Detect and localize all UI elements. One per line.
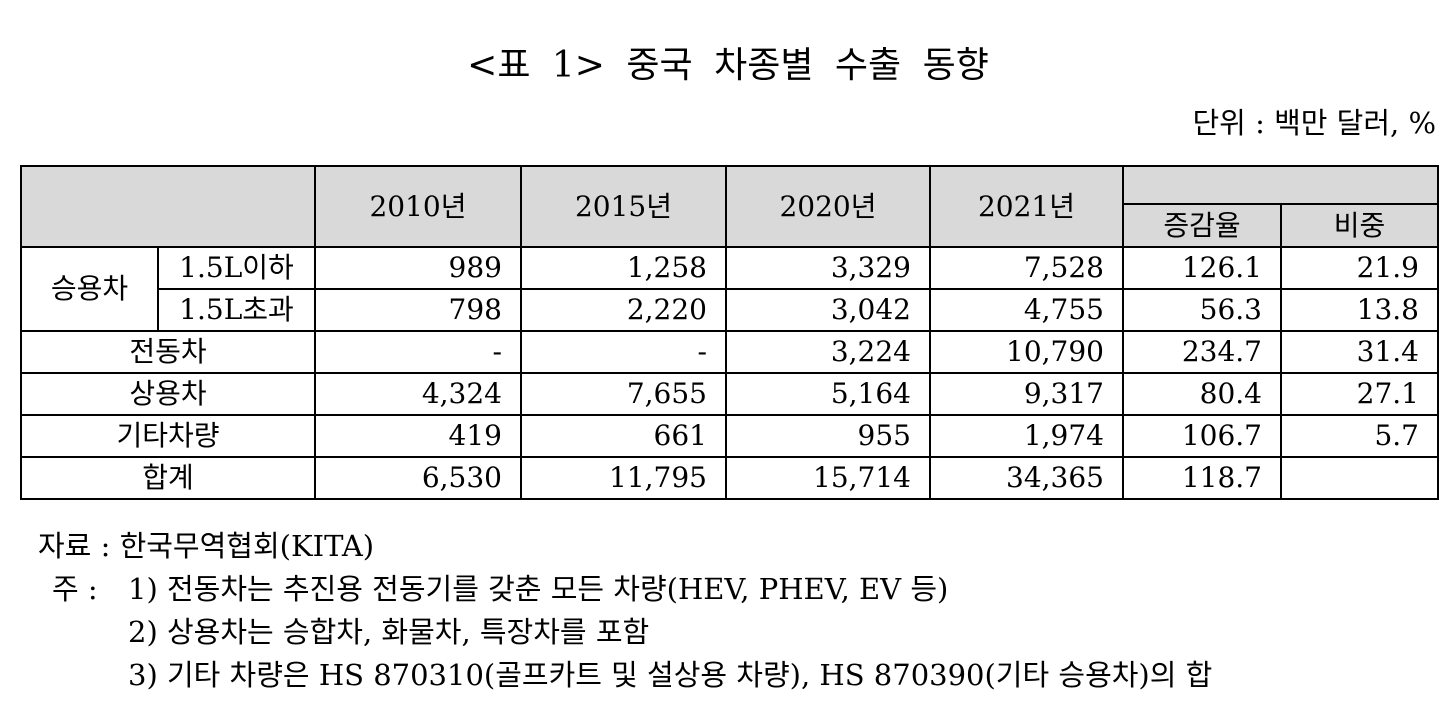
note-item: 3) 기타 차량은 HS 870310(골프카트 및 설상용 차량), HS 8…: [128, 658, 1213, 692]
table-row: 승용차 1.5L이하 989 1,258 3,329 7,528 126.1 21.9: [20, 246, 1439, 332]
table: 2010년 2015년 2020년 2021년 증감율 비중 승용차 1.5L이하…: [20, 165, 1439, 500]
header-cell: 비중: [1280, 203, 1439, 248]
cell: 106.7: [1122, 414, 1282, 458]
table-row: 상용차 4,324 7,655 5,164 9,317 80.4 27.1: [20, 372, 1439, 416]
header-cell: [1122, 165, 1439, 205]
cell: 1,974: [929, 414, 1124, 458]
cell: 955: [725, 414, 931, 458]
cell: 34,365: [929, 456, 1124, 500]
cell: [1280, 456, 1439, 500]
unit: 단위 : 백만 달러, %: [1192, 106, 1437, 140]
cell: 7,655: [520, 372, 727, 416]
cell: 4,324: [314, 372, 522, 416]
cell: 10,790: [929, 330, 1124, 374]
header-cell: 2020년: [725, 165, 931, 248]
row-label: 1.5L초과: [157, 288, 316, 332]
cell: 31.4: [1280, 330, 1439, 374]
note-item: 1) 전동차는 추진용 전동기를 갖춘 모든 차량(HEV, PHEV, EV …: [128, 572, 949, 606]
cell: 80.4: [1122, 372, 1282, 416]
cell: -: [314, 330, 522, 374]
cell: 7,528: [929, 246, 1124, 290]
row-label: 기타차량: [20, 414, 316, 458]
cell: 661: [520, 414, 727, 458]
header-cell: 증감율: [1122, 203, 1282, 248]
row-label: 1.5L이하: [157, 246, 316, 290]
header-cell: 2010년: [314, 165, 522, 248]
cell: 419: [314, 414, 522, 458]
cell: 234.7: [1122, 330, 1282, 374]
cell: 21.9: [1280, 246, 1439, 290]
cell: 9,317: [929, 372, 1124, 416]
cell: 118.7: [1122, 456, 1282, 500]
cell: 11,795: [520, 456, 727, 500]
table-row: 1.5L초과 798 2,220 3,042 4,755 56.3 13.8: [21, 288, 1439, 332]
header-cell: 2021년: [929, 165, 1124, 248]
cell: 6,530: [314, 456, 522, 500]
header-cell: 2015년: [520, 165, 727, 248]
cell: 15,714: [725, 456, 931, 500]
source: 자료 : 한국무역협회(KITA): [38, 529, 375, 563]
table-body: 2010년 2015년 2020년 2021년 증감율 비중 승용차 1.5L이하…: [20, 165, 1439, 500]
table-row: 기타차량 419 661 955 1,974 106.7 5.7: [20, 414, 1439, 458]
cell: 989: [314, 246, 522, 290]
note-item: 2) 상용차는 승합차, 화물차, 특장차를 포함: [128, 615, 650, 649]
header-cell: [20, 165, 316, 248]
cell: 56.3: [1122, 288, 1282, 332]
cell: 3,329: [725, 246, 931, 290]
cell: 13.8: [1280, 288, 1439, 332]
row-label: 전동차: [20, 330, 316, 374]
table-row: 전동차 - -3,224 10,790 234.7 31.4: [20, 330, 1439, 374]
cell: 126.1: [1122, 246, 1282, 290]
cell: 2,220: [520, 288, 727, 332]
row-label: 합계: [20, 456, 316, 500]
cell: 3,224: [725, 330, 931, 374]
cell: -: [520, 330, 727, 374]
cell: 3,042: [725, 288, 931, 332]
cell: 798: [314, 288, 522, 332]
table-row: 합계 6,530 11,795 15,714 34,365 118.7: [20, 456, 1439, 500]
header-row: 2010년 2015년 2020년 2021년: [20, 165, 1439, 248]
cell: 4,755: [929, 288, 1124, 332]
cell: 1,258: [520, 246, 727, 290]
title: <표 1> 중국 차종별 수출 동향: [467, 45, 989, 86]
row-group: 승용차: [20, 246, 159, 332]
header-row: 증감율 비중: [21, 203, 1439, 248]
row-label: 상용차: [20, 372, 316, 416]
notes-label: 주 :: [52, 572, 98, 606]
cell: 5.7: [1280, 414, 1439, 458]
cell: 5,164: [725, 372, 931, 416]
cell: 27.1: [1280, 372, 1439, 416]
